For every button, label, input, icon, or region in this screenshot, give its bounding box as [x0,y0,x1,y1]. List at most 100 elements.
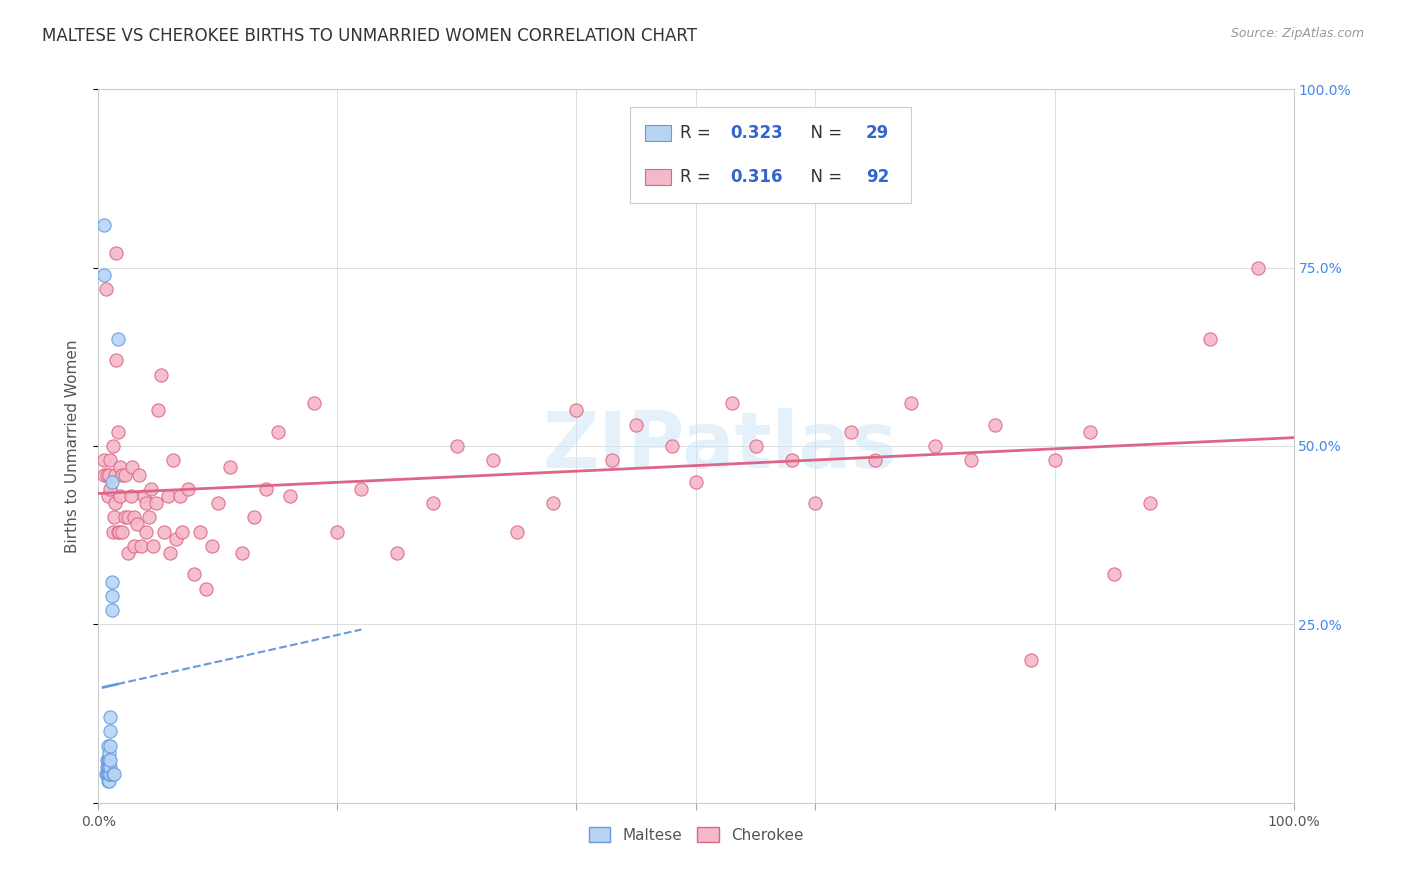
Point [114,467,136,482]
Point [984,417,1007,432]
Point [108,460,131,475]
Point [841,425,863,439]
Point [114,510,136,524]
Point [105,246,128,260]
Point [145,496,167,510]
Point [125,517,148,532]
Point [117,546,139,560]
Text: 92: 92 [866,168,889,186]
Point [120,489,142,503]
Point [177,482,200,496]
Point [135,496,157,510]
Point [104,467,127,482]
Point [98,482,122,496]
Point [1019,653,1042,667]
Point [721,396,744,410]
Point [94,767,117,781]
Point [97,767,120,781]
Point [104,496,127,510]
FancyBboxPatch shape [644,169,671,185]
Point [101,439,124,453]
Point [105,353,128,368]
Point [93,453,115,467]
Point [138,510,160,524]
Point [172,524,194,539]
Text: 0.323: 0.323 [731,124,783,142]
Point [149,368,172,382]
Point [865,453,887,467]
Point [153,524,176,539]
Point [195,582,218,596]
Point [97,760,120,774]
Point [98,760,122,774]
Point [219,460,242,475]
Point [98,467,121,482]
Point [98,753,122,767]
Point [1247,260,1270,275]
Legend: Maltese, Cherokee: Maltese, Cherokee [582,821,810,848]
Point [201,539,224,553]
Point [745,439,768,453]
Point [107,524,129,539]
Point [128,467,150,482]
Text: ZIPatlas: ZIPatlas [543,408,897,484]
Point [169,489,191,503]
Point [1043,453,1066,467]
Point [565,403,588,417]
Point [100,574,122,589]
Point [1199,332,1222,346]
Point [780,453,803,467]
Point [481,453,505,467]
Point [924,439,946,453]
Point [100,589,122,603]
Point [97,739,120,753]
Point [267,425,290,439]
Point [231,546,253,560]
Y-axis label: Births to Unmarried Women: Births to Unmarried Women [65,339,80,553]
Point [506,524,529,539]
Point [96,760,118,774]
Point [101,767,124,781]
Point [132,489,155,503]
Point [93,467,115,482]
Point [960,453,983,467]
Point [139,482,162,496]
Point [97,753,120,767]
Point [97,489,120,503]
Point [98,767,121,781]
Point [156,489,179,503]
Point [162,453,184,467]
Point [602,453,624,467]
Point [100,603,122,617]
Text: MALTESE VS CHEROKEE BIRTHS TO UNMARRIED WOMEN CORRELATION CHART: MALTESE VS CHEROKEE BIRTHS TO UNMARRIED … [42,27,697,45]
Text: 29: 29 [866,124,889,142]
Point [131,539,153,553]
Point [103,767,125,781]
Text: N =: N = [800,168,848,186]
Point [98,739,122,753]
Point [107,425,129,439]
Point [94,282,117,296]
Point [135,524,157,539]
Point [93,218,115,232]
Point [626,417,648,432]
Point [900,396,922,410]
Point [100,475,122,489]
Point [98,724,122,739]
Point [422,496,444,510]
Point [148,403,170,417]
Point [96,753,118,767]
Point [98,760,121,774]
FancyBboxPatch shape [644,125,671,141]
Text: 0.316: 0.316 [731,168,783,186]
Point [142,539,165,553]
Point [124,539,146,553]
Point [350,482,373,496]
Text: N =: N = [800,124,848,142]
Point [98,753,121,767]
Text: Source: ZipAtlas.com: Source: ZipAtlas.com [1230,27,1364,40]
Point [96,767,118,781]
Point [98,453,122,467]
Point [1104,567,1126,582]
Point [98,774,121,789]
